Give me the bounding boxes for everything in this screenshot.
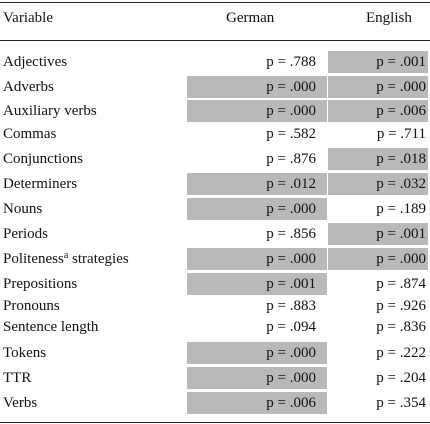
- p-value: p = .000: [266, 201, 316, 217]
- variable-text: Sentence length: [3, 319, 99, 335]
- p-value: p = .582: [266, 126, 316, 142]
- p-value: p = .883: [266, 298, 316, 314]
- p-value: p = .788: [266, 54, 316, 70]
- variable-text: Auxiliary verbs: [3, 103, 97, 119]
- p-value: p = .856: [266, 226, 316, 242]
- variable-text: Prepositions: [3, 276, 78, 292]
- variable-label: Verbs: [3, 392, 37, 414]
- p-value: p = .000: [376, 79, 426, 95]
- p-value: p = .000: [376, 251, 426, 267]
- variable-label: Periods: [3, 223, 48, 245]
- highlight: [187, 173, 327, 195]
- highlight: [187, 342, 327, 364]
- variable-label: Politenessa strategies: [3, 248, 129, 270]
- variable-label: Prepositions: [3, 273, 77, 295]
- highlight: [187, 367, 327, 389]
- variable-label: Pronouns: [3, 295, 60, 317]
- highlight: [328, 223, 428, 245]
- variable-label: Commas: [3, 123, 56, 145]
- variable-label: Nouns: [3, 198, 42, 220]
- variable-label: Sentence length: [3, 316, 98, 338]
- highlight: [187, 100, 327, 122]
- variable-text: Determiners: [3, 176, 78, 192]
- highlight: [187, 273, 327, 295]
- variable-text: Commas: [3, 126, 57, 142]
- p-value: p = .000: [266, 370, 316, 386]
- highlight: [187, 392, 327, 414]
- p-value: p = .001: [376, 54, 426, 70]
- p-value: p = .001: [376, 226, 426, 242]
- variable-label: TTR: [3, 367, 31, 389]
- p-value: p = .094: [266, 319, 316, 335]
- variable-text: Conjunctions: [3, 151, 84, 167]
- variable-label: Conjunctions: [3, 148, 83, 170]
- variable-text: Nouns: [3, 201, 43, 217]
- variable-text: strategies: [68, 251, 129, 267]
- highlight: [328, 51, 428, 73]
- p-value: p = .000: [266, 79, 316, 95]
- p-value: p = .204: [376, 370, 426, 386]
- highlight: [328, 248, 428, 270]
- highlight: [328, 76, 428, 98]
- footnote-mark: a: [63, 250, 69, 261]
- p-value: p = .711: [376, 126, 426, 142]
- variable-text: Tokens: [3, 345, 47, 361]
- highlight: [328, 173, 428, 195]
- bottom-rule: [0, 422, 430, 423]
- p-value: p = .012: [266, 176, 316, 192]
- p-value: p = .354: [376, 395, 426, 411]
- variable-label: Auxiliary verbs: [3, 100, 97, 122]
- variable-label: Adjectives: [3, 51, 67, 73]
- variable-text: Periods: [3, 226, 48, 242]
- variable-label: Tokens: [3, 342, 46, 364]
- highlight: [328, 100, 428, 122]
- header-cell: German: [226, 10, 275, 26]
- variable-text: Adjectives: [3, 54, 68, 70]
- p-value: p = .000: [266, 345, 316, 361]
- p-value: p = .874: [376, 276, 426, 292]
- p-value: p = .926: [376, 298, 426, 314]
- p-value: p = .000: [266, 251, 316, 267]
- p-value: p = .000: [266, 103, 316, 119]
- p-value: p = .189: [376, 201, 426, 217]
- variable-text: TTR: [3, 370, 32, 386]
- highlight: [187, 248, 327, 270]
- p-value: p = .222: [376, 345, 426, 361]
- p-value: p = .006: [266, 395, 316, 411]
- p-value: p = .032: [376, 176, 426, 192]
- p-value: p = .006: [376, 103, 426, 119]
- variable-text: Adverbs: [3, 79, 54, 95]
- p-value: p = .018: [376, 151, 426, 167]
- variable-label: Adverbs: [3, 76, 54, 98]
- variable-text: Pronouns: [3, 298, 60, 314]
- highlight: [187, 76, 327, 98]
- p-value: p = .836: [376, 319, 426, 335]
- variable-text: Politeness: [3, 251, 64, 267]
- header-rule: [0, 40, 430, 41]
- top-rule: [0, 2, 430, 3]
- p-value: p = .001: [266, 276, 316, 292]
- highlight: [187, 198, 327, 220]
- variable-label: Determiners: [3, 173, 77, 195]
- header-cell: English: [366, 10, 412, 26]
- variable-text: Verbs: [3, 395, 38, 411]
- header-cell: Variable: [3, 10, 53, 26]
- p-value: p = .876: [266, 151, 316, 167]
- highlight: [328, 148, 428, 170]
